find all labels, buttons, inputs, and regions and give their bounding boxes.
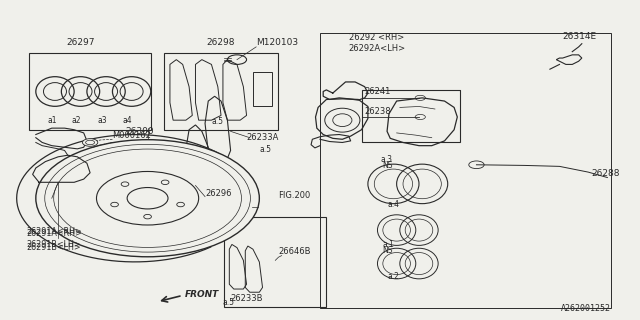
Text: a.2: a.2 — [387, 272, 399, 281]
Text: FRONT: FRONT — [184, 290, 219, 299]
Text: 26291B<LH>: 26291B<LH> — [26, 240, 81, 249]
Ellipse shape — [127, 188, 168, 209]
Bar — [224, 217, 326, 307]
Bar — [164, 53, 278, 130]
Circle shape — [83, 139, 98, 146]
Bar — [362, 90, 461, 142]
Ellipse shape — [161, 180, 169, 185]
Ellipse shape — [121, 182, 129, 186]
Text: 26292 <RH>: 26292 <RH> — [349, 33, 404, 42]
Text: 26233B: 26233B — [230, 294, 263, 303]
Text: 26296: 26296 — [205, 189, 232, 198]
Bar — [29, 53, 151, 130]
Text: 26233A: 26233A — [246, 133, 279, 142]
Text: 26646B: 26646B — [278, 247, 311, 256]
Text: FIG.200: FIG.200 — [278, 191, 311, 200]
Text: a2: a2 — [72, 116, 81, 125]
Ellipse shape — [144, 214, 152, 219]
Text: 26291A<RH>: 26291A<RH> — [26, 228, 82, 236]
Text: NS: NS — [383, 246, 393, 255]
Text: 26291B<LH>: 26291B<LH> — [26, 244, 81, 252]
Text: a1: a1 — [47, 116, 57, 125]
Text: 26238: 26238 — [365, 107, 391, 116]
Text: a4: a4 — [122, 116, 132, 125]
Ellipse shape — [177, 202, 184, 207]
Text: A262001252: A262001252 — [561, 304, 611, 313]
Text: 26291A<RH>: 26291A<RH> — [26, 229, 82, 238]
Text: a.1: a.1 — [383, 240, 394, 249]
Ellipse shape — [97, 172, 198, 225]
Text: NS: NS — [383, 161, 393, 170]
Ellipse shape — [111, 202, 118, 207]
Circle shape — [86, 140, 95, 145]
Text: 26298: 26298 — [207, 38, 236, 47]
Text: 26314E: 26314E — [563, 32, 596, 41]
Text: a.5: a.5 — [259, 145, 271, 154]
Text: 26292A<LH>: 26292A<LH> — [349, 44, 406, 53]
Text: M120103: M120103 — [256, 38, 298, 47]
Ellipse shape — [36, 140, 259, 257]
Text: a.4: a.4 — [387, 200, 399, 209]
Text: a.5: a.5 — [222, 298, 234, 307]
Text: 26241: 26241 — [365, 87, 391, 96]
Text: 26300: 26300 — [125, 127, 154, 136]
Text: 26297: 26297 — [67, 38, 95, 47]
Text: a.3: a.3 — [381, 155, 393, 164]
Text: 26288: 26288 — [591, 169, 620, 178]
Bar — [253, 72, 272, 106]
Text: M000162: M000162 — [113, 131, 151, 140]
Text: a3: a3 — [97, 116, 107, 125]
Text: a.5: a.5 — [212, 117, 224, 126]
Bar — [320, 33, 611, 308]
